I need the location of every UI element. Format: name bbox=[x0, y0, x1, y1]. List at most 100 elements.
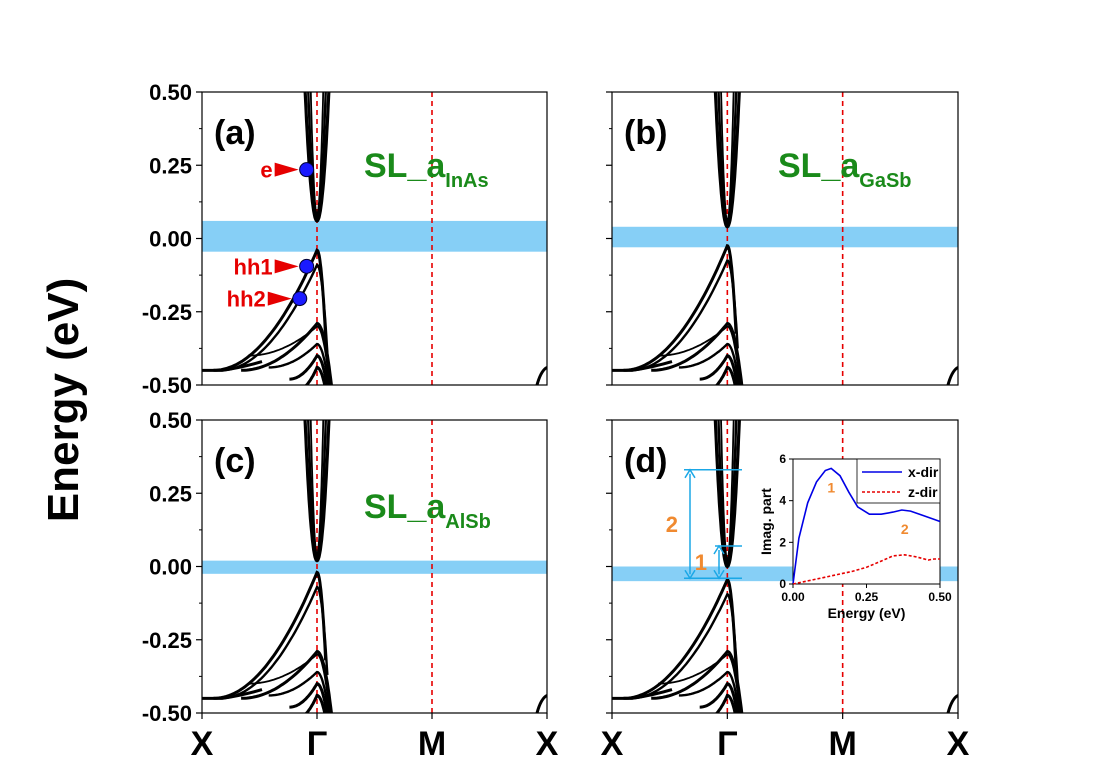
annotation-arrow bbox=[267, 291, 292, 306]
valence-band bbox=[220, 585, 329, 700]
x-point-band-right bbox=[946, 366, 958, 385]
k-point-label: X bbox=[536, 725, 559, 763]
y-axis-label: Energy (eV) bbox=[39, 278, 88, 523]
panel-label: (c) bbox=[214, 442, 256, 480]
y-tick-label: -0.50 bbox=[142, 373, 192, 398]
y-tick-label: 0.50 bbox=[149, 408, 192, 433]
y-tick-label: 0.00 bbox=[149, 227, 192, 252]
valence-band bbox=[699, 681, 739, 713]
panel-label: (b) bbox=[624, 114, 667, 152]
transition-arrow-1-head-bottom bbox=[713, 569, 725, 580]
conduction-band bbox=[309, 92, 325, 217]
valence-band bbox=[714, 693, 737, 713]
valence-band bbox=[651, 649, 744, 713]
valence-band bbox=[304, 365, 327, 385]
valence-band bbox=[304, 693, 327, 713]
conduction-band bbox=[713, 92, 741, 229]
transition-label-2: 2 bbox=[666, 512, 678, 537]
x-point-band-right bbox=[535, 694, 547, 713]
panel-label: (a) bbox=[214, 114, 256, 152]
valence-band bbox=[699, 353, 739, 385]
inset-chart: 0.00 0.25 0.50 0 2 4 6 Energy (eV) Imag. part x-d… bbox=[758, 452, 952, 621]
transition-label-1: 1 bbox=[695, 550, 707, 575]
inset-x-label: Energy (eV) bbox=[828, 605, 906, 621]
y-tick-label: -0.50 bbox=[142, 701, 192, 726]
conduction-band bbox=[303, 420, 331, 563]
state-label: hh1 bbox=[234, 254, 273, 279]
panel-label: (d) bbox=[624, 442, 667, 480]
valence-band bbox=[213, 248, 328, 372]
panel-1: 0.50 0.25 0.00 -0.25 -0.50 (a) SL_aInAs e hh1 hh2 bbox=[142, 80, 548, 398]
state-label: e bbox=[260, 158, 272, 183]
valence-band bbox=[289, 353, 329, 385]
conduction-band bbox=[307, 92, 327, 220]
inset-y-label: Imag. part bbox=[758, 488, 774, 555]
k-point-label: Γ bbox=[307, 725, 327, 763]
valence-band bbox=[241, 649, 333, 713]
valence-band bbox=[268, 342, 330, 385]
x-point-band-right bbox=[535, 366, 547, 385]
superlattice-title: SL_aAlSb bbox=[364, 488, 491, 533]
valence-band bbox=[289, 681, 329, 713]
x-point-band bbox=[612, 360, 673, 372]
inset-series-z-dir bbox=[792, 553, 940, 585]
superlattice-title-main: SL_a bbox=[778, 147, 860, 185]
k-point-label: M bbox=[829, 725, 857, 763]
valence-band bbox=[658, 653, 741, 713]
valence-band bbox=[678, 342, 741, 385]
valence-band bbox=[623, 243, 738, 372]
valence-band bbox=[220, 263, 329, 372]
plot-area bbox=[612, 92, 958, 385]
conduction-band bbox=[307, 420, 327, 560]
superlattice-title-main: SL_a bbox=[364, 488, 446, 526]
valence-band bbox=[241, 321, 333, 385]
plot-area bbox=[202, 420, 547, 713]
conduction-band bbox=[303, 92, 331, 223]
transition-arrow-2-head-bottom bbox=[684, 569, 696, 580]
inset-peak-label: 2 bbox=[901, 521, 909, 537]
inset-x-tick-label: 0.50 bbox=[928, 590, 952, 604]
inset-y-tick-label: 0 bbox=[779, 577, 786, 591]
inset-series-x-dir bbox=[792, 467, 941, 585]
conduction-band bbox=[713, 420, 741, 569]
panel-2: (b) SL_aGaSb bbox=[606, 91, 959, 386]
conduction-band bbox=[720, 420, 735, 562]
valence-band bbox=[248, 325, 331, 385]
transition-arrow-1-head-top bbox=[713, 544, 725, 555]
inset-legend-box bbox=[856, 458, 941, 504]
y-tick-label: 0.25 bbox=[149, 481, 192, 506]
band-gap-highlight bbox=[202, 560, 547, 574]
annotation-arrow bbox=[274, 259, 299, 274]
superlattice-title-sub: InAs bbox=[445, 170, 488, 192]
panels: 0.500.250.00-0.25-0.50(a)SL_aInAsehh1hh2… bbox=[142, 80, 970, 763]
superlattice-title: SL_aGaSb bbox=[778, 147, 912, 192]
inset-y-tick-label: 6 bbox=[779, 452, 786, 466]
valence-band bbox=[630, 592, 739, 700]
state-marker bbox=[292, 291, 308, 307]
band-gap-highlight bbox=[202, 220, 547, 252]
valence-band bbox=[213, 570, 328, 700]
conduction-band bbox=[717, 420, 738, 566]
superlattice-title: SL_aInAs bbox=[364, 147, 489, 192]
k-point-label: X bbox=[947, 725, 970, 763]
conduction-band bbox=[717, 92, 738, 226]
plot-area bbox=[202, 92, 547, 385]
superlattice-title-sub: GaSb bbox=[859, 170, 911, 192]
y-tick-label: 0.00 bbox=[149, 555, 192, 580]
annotation-arrow bbox=[274, 162, 299, 177]
x-point-band bbox=[202, 360, 263, 372]
valence-band bbox=[623, 577, 738, 700]
k-point-label: M bbox=[418, 725, 446, 763]
x-point-band bbox=[612, 688, 673, 700]
legend-label-z-dir: z-dir bbox=[908, 484, 938, 500]
panel-3: 0.500.250.00-0.25-0.50X Γ M X(c)SL_aAlSb bbox=[142, 408, 559, 763]
x-point-band bbox=[202, 688, 263, 700]
inset-x-tick-label: 0.25 bbox=[855, 590, 879, 604]
valence-band bbox=[630, 259, 739, 372]
state-marker bbox=[299, 258, 315, 274]
state-marker bbox=[299, 162, 315, 178]
conduction-band bbox=[309, 420, 325, 557]
k-point-label: X bbox=[601, 725, 624, 763]
valence-band bbox=[268, 670, 330, 713]
